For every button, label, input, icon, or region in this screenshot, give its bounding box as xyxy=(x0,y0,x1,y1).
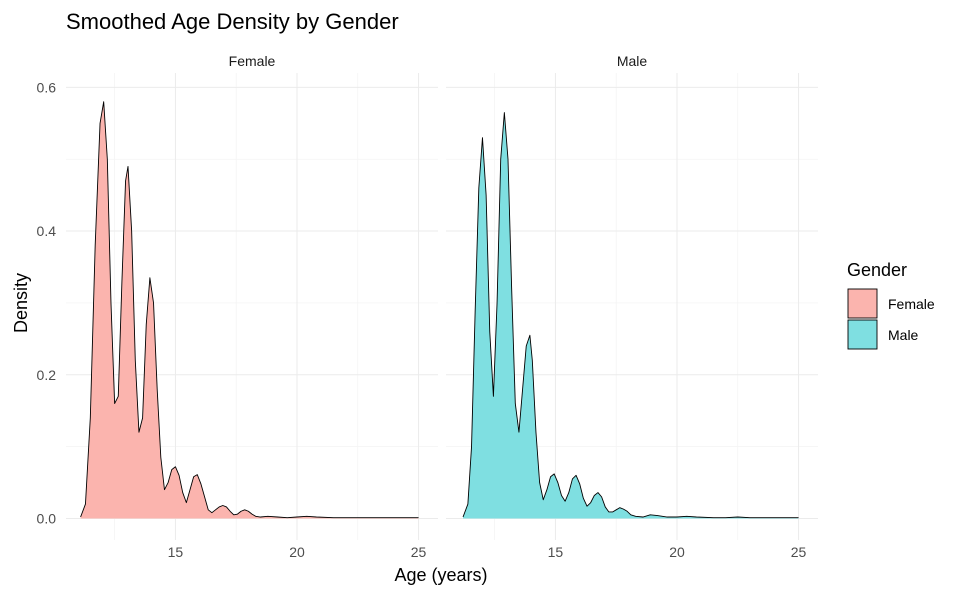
legend-title: Gender xyxy=(847,260,907,280)
facet-panel-male: Male 15 20 25 xyxy=(446,53,818,560)
density-area-female xyxy=(80,101,419,519)
x-tick-label: 20 xyxy=(669,544,685,560)
density-line-male xyxy=(462,112,799,519)
y-tick-label: 0.0 xyxy=(37,510,57,526)
density-area-male xyxy=(463,112,799,519)
legend: Gender Female Male xyxy=(847,260,935,350)
x-tick-label: 15 xyxy=(548,544,564,560)
x-axis-title: Age (years) xyxy=(394,565,487,585)
y-tick-label: 0.4 xyxy=(37,223,57,239)
y-axis-title: Density xyxy=(11,273,31,333)
x-tick-label: 15 xyxy=(168,544,184,560)
y-tick-label: 0.2 xyxy=(37,367,57,383)
legend-swatch-female xyxy=(847,288,878,319)
facet-strip-label: Female xyxy=(229,53,276,69)
x-tick-label: 25 xyxy=(791,544,807,560)
chart-title: Smoothed Age Density by Gender xyxy=(66,9,399,34)
legend-swatch-male xyxy=(847,319,878,350)
facet-panel-female: Female 15 20 25 xyxy=(66,53,438,560)
facet-strip-label: Male xyxy=(617,53,648,69)
legend-label-female: Female xyxy=(888,296,935,312)
x-tick-label: 20 xyxy=(289,544,305,560)
facet-panels: Female 15 20 25 Male 15 20 25 0.0 0.2 0.4 0.6 xyxy=(37,53,818,560)
legend-label-male: Male xyxy=(888,327,919,343)
y-tick-label: 0.6 xyxy=(37,79,57,95)
density-line-female xyxy=(80,101,419,519)
x-tick-label: 25 xyxy=(411,544,427,560)
